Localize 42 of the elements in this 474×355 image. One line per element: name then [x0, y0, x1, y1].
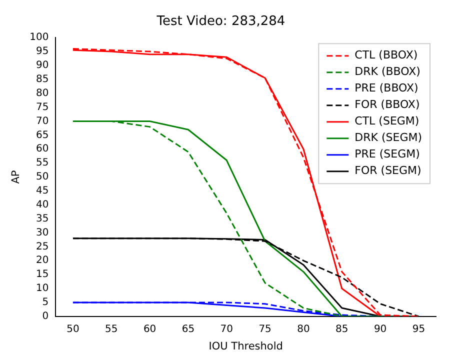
x-tick-label: 75: [258, 324, 272, 335]
x-tick-label: 95: [412, 324, 426, 335]
y-tick-label: 5: [42, 297, 49, 308]
legend-label: DRK (SEGM): [354, 131, 422, 144]
legend-label: CTL (BBOX): [354, 48, 418, 62]
legend-label: FOR (BBOX): [354, 98, 420, 112]
y-tick-label: 20: [36, 255, 49, 266]
y-tick-label: 50: [36, 172, 49, 183]
y-tick-label: 35: [36, 213, 49, 224]
legend-label: FOR (SEGM): [354, 164, 422, 178]
chart-title: Test Video: 283,284: [156, 14, 286, 30]
x-axis-title: IOU Threshold: [208, 340, 283, 352]
y-tick-label: 65: [36, 130, 49, 141]
x-tick-label: 55: [105, 324, 118, 335]
y-tick-label: 60: [36, 144, 49, 155]
y-tick-label: 40: [36, 199, 49, 210]
x-tick-label: 70: [220, 324, 234, 335]
legend-label: PRE (BBOX): [354, 82, 418, 95]
y-tick-label: 30: [36, 227, 49, 238]
y-tick-label: 0: [42, 310, 49, 322]
y-tick-label: 100: [30, 32, 49, 44]
y-tick-label: 45: [36, 186, 49, 197]
y-tick-label: 70: [36, 116, 49, 127]
x-tick-label: 65: [182, 324, 195, 335]
x-tick-label: 50: [66, 324, 80, 335]
x-tick-label: 85: [336, 324, 348, 335]
legend-label: PRE (SEGM): [354, 148, 420, 161]
y-tick-label: 90: [36, 60, 49, 72]
x-tick-label: 80: [297, 324, 310, 335]
y-tick-label: 95: [36, 46, 49, 58]
y-axis-title: AP: [10, 170, 22, 184]
x-tick-label: 60: [143, 324, 156, 335]
y-tick-label: 85: [36, 74, 49, 86]
x-tick-label: 90: [374, 324, 387, 335]
y-tick-label: 80: [36, 88, 49, 99]
y-tick-label: 55: [36, 158, 49, 169]
y-tick-label: 25: [36, 241, 49, 252]
legend-label: DRK (BBOX): [354, 65, 420, 78]
y-tick-label: 10: [36, 283, 49, 294]
legend-label: CTL (SEGM): [354, 114, 420, 128]
y-tick-label: 15: [36, 269, 49, 280]
y-tick-label: 75: [36, 102, 49, 113]
